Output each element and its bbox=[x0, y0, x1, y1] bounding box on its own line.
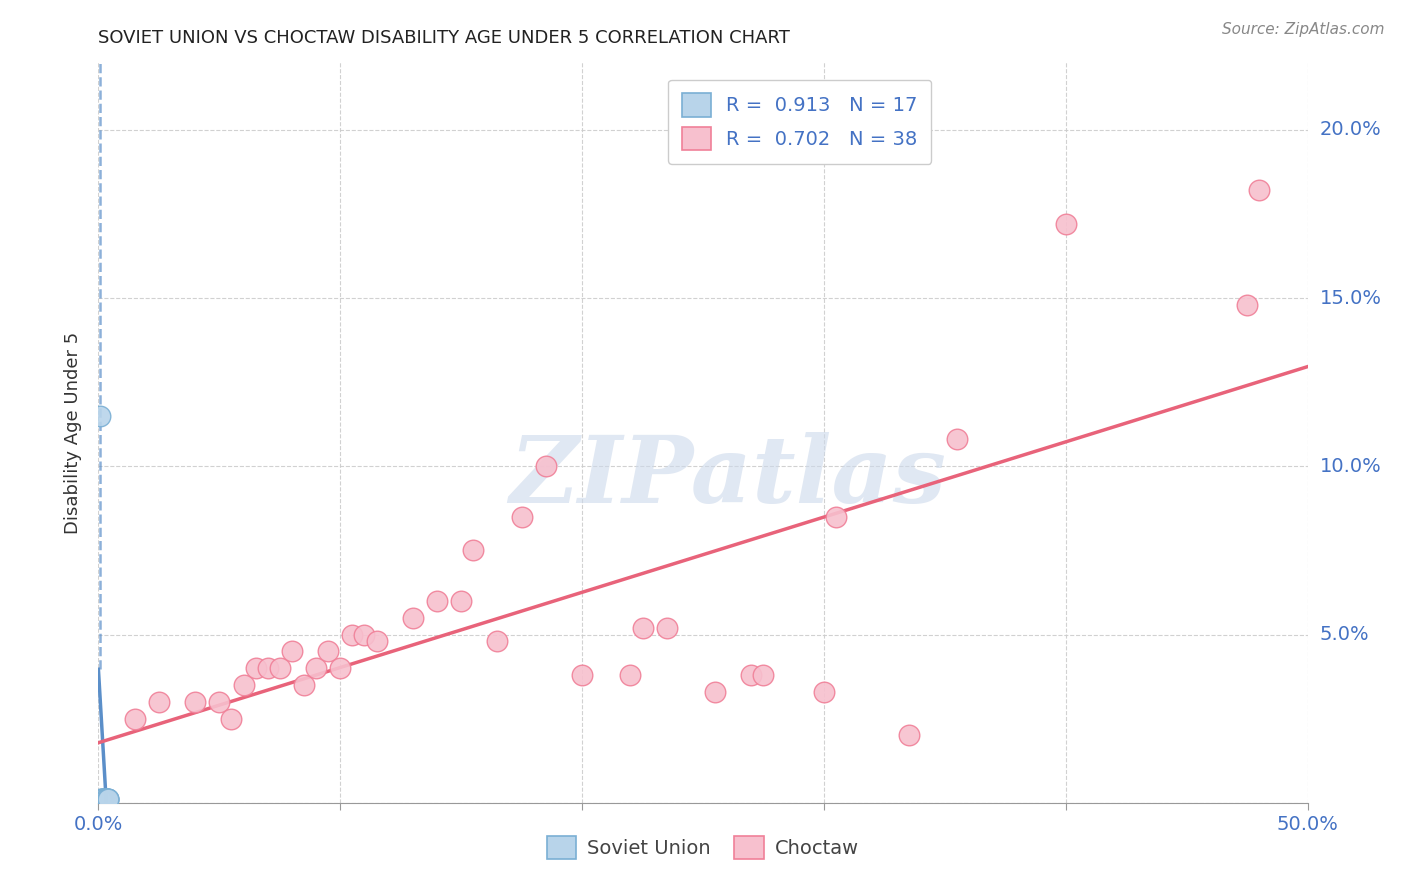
Point bbox=[897, 729, 920, 743]
Point bbox=[148, 695, 170, 709]
Point bbox=[342, 627, 364, 641]
Point bbox=[1249, 183, 1271, 197]
Point bbox=[94, 792, 117, 806]
Point bbox=[89, 409, 111, 423]
Point bbox=[91, 792, 114, 806]
Point bbox=[94, 792, 117, 806]
Point bbox=[97, 792, 120, 806]
Point bbox=[813, 685, 835, 699]
Point bbox=[305, 661, 328, 675]
Point bbox=[208, 695, 231, 709]
Point bbox=[740, 668, 762, 682]
Text: ZIPatlas: ZIPatlas bbox=[509, 432, 946, 522]
Point bbox=[91, 792, 114, 806]
Point bbox=[94, 792, 117, 806]
Point bbox=[353, 627, 375, 641]
Point bbox=[752, 668, 775, 682]
Point bbox=[704, 685, 727, 699]
Point bbox=[1054, 217, 1077, 231]
Point bbox=[281, 644, 304, 658]
Point bbox=[97, 792, 120, 806]
Text: 20.0%: 20.0% bbox=[1320, 120, 1382, 139]
Point bbox=[402, 610, 425, 624]
Text: 5.0%: 5.0% bbox=[1320, 625, 1369, 644]
Point bbox=[90, 792, 112, 806]
Point bbox=[463, 543, 485, 558]
Point bbox=[450, 594, 472, 608]
Point bbox=[426, 594, 449, 608]
Legend: Soviet Union, Choctaw: Soviet Union, Choctaw bbox=[538, 828, 868, 867]
Y-axis label: Disability Age Under 5: Disability Age Under 5 bbox=[65, 332, 83, 533]
Point bbox=[245, 661, 267, 675]
Point bbox=[94, 792, 117, 806]
Point bbox=[91, 792, 114, 806]
Point bbox=[825, 509, 848, 524]
Point bbox=[534, 459, 557, 474]
Point bbox=[124, 712, 146, 726]
Text: Source: ZipAtlas.com: Source: ZipAtlas.com bbox=[1222, 22, 1385, 37]
Point bbox=[1236, 298, 1258, 312]
Point bbox=[329, 661, 352, 675]
Point bbox=[97, 792, 120, 806]
Point bbox=[292, 678, 315, 692]
Point bbox=[269, 661, 291, 675]
Point bbox=[316, 644, 339, 658]
Point bbox=[97, 792, 120, 806]
Point bbox=[510, 509, 533, 524]
Text: SOVIET UNION VS CHOCTAW DISABILITY AGE UNDER 5 CORRELATION CHART: SOVIET UNION VS CHOCTAW DISABILITY AGE U… bbox=[98, 29, 790, 47]
Point bbox=[486, 634, 509, 648]
Point bbox=[256, 661, 278, 675]
Point bbox=[94, 792, 117, 806]
Point bbox=[184, 695, 207, 709]
Point bbox=[946, 433, 969, 447]
Point bbox=[631, 621, 654, 635]
Point bbox=[94, 792, 117, 806]
Text: 15.0%: 15.0% bbox=[1320, 288, 1382, 308]
Point bbox=[571, 668, 593, 682]
Point bbox=[366, 634, 388, 648]
Point bbox=[655, 621, 678, 635]
Point bbox=[90, 792, 112, 806]
Point bbox=[221, 712, 243, 726]
Text: 10.0%: 10.0% bbox=[1320, 457, 1382, 475]
Point bbox=[619, 668, 641, 682]
Point bbox=[232, 678, 254, 692]
Point bbox=[91, 792, 114, 806]
